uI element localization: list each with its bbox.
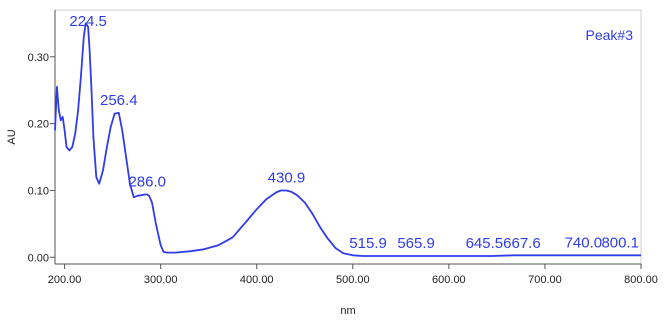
peak-label: 645.5667.6	[466, 235, 541, 252]
y-tick-label: 0.30	[28, 52, 49, 64]
legend-label: Peak#3	[586, 27, 634, 43]
x-tick-label: 300.00	[144, 274, 178, 286]
peak-label: 740.0	[565, 234, 603, 251]
x-tick-label: 700.00	[528, 274, 562, 286]
peak-label: 565.9	[397, 235, 435, 252]
x-tick-label: 200.00	[48, 274, 82, 286]
y-tick-label: 0.20	[28, 119, 49, 131]
peak-label: 430.9	[268, 169, 306, 186]
peak-label: 800.1	[601, 234, 639, 251]
peak-label: 286.0	[128, 173, 166, 190]
y-tick-label: 0.10	[28, 185, 49, 197]
x-tick-label: 400.00	[240, 274, 274, 286]
peak-label: 256.4	[100, 92, 138, 109]
peak-label: 515.9	[349, 235, 387, 252]
x-tick-label: 600.00	[432, 274, 466, 286]
spectrum-line	[54, 22, 642, 257]
axis-ticks: 200.00 300.00 400.00 500.00 600.00 700.00 800.…	[28, 52, 658, 286]
peak-label: 224.5	[69, 13, 107, 30]
y-axis-title: AU	[6, 129, 18, 144]
plot-area	[54, 9, 642, 265]
peak-labels: 224.5 256.4 286.0 430.9 515.9 565.9 645.5667.6…	[69, 13, 639, 252]
x-tick-label: 800.00	[624, 274, 658, 286]
x-axis-title: nm	[340, 305, 355, 317]
x-tick-label: 500.00	[336, 274, 370, 286]
y-tick-label: 0.00	[28, 252, 49, 264]
